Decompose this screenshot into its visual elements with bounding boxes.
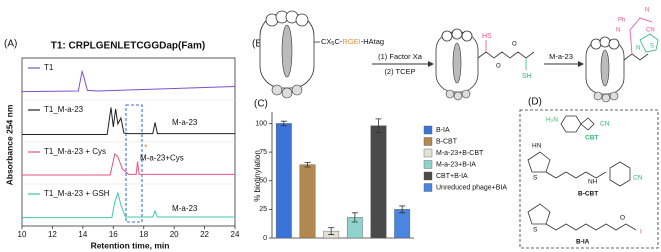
legend-swatch — [423, 148, 433, 158]
y-tick-label: 100 — [255, 120, 267, 127]
x-tick-label: 20 — [170, 230, 179, 239]
y-axis-label: % biotinylation — [253, 150, 262, 202]
trace — [22, 153, 235, 176]
bar — [370, 125, 387, 239]
step-label: (1) Factor Xa — [378, 52, 423, 61]
atom-label: S — [650, 44, 654, 50]
error-bar — [328, 227, 335, 235]
atom-label: HS — [482, 33, 492, 40]
legend-label: Unreduced phage+BIA — [436, 184, 507, 191]
atom-label: CN — [633, 175, 643, 182]
error-bar — [280, 120, 287, 127]
panel-label: (A) — [4, 39, 17, 50]
trace — [22, 107, 235, 135]
x-tick-label: 22 — [200, 230, 209, 239]
linker-part: 5 — [331, 41, 334, 47]
panel-label: (D) — [528, 97, 542, 108]
x-tick-label: 14 — [78, 230, 87, 239]
atom-label: N — [616, 28, 620, 34]
legend-swatch — [423, 183, 433, 192]
y-tick-label: 25 — [259, 206, 267, 213]
atom-label: CN — [646, 28, 655, 34]
error-bar — [351, 212, 358, 223]
panel-label: (C) — [254, 99, 268, 110]
panel-d: (D) H₂N CN CBT CN HN NH S B-CBT S O I B-… — [519, 97, 659, 249]
peak-annotation: M-a-23 — [172, 118, 198, 127]
bar — [275, 123, 292, 239]
linker-part: -HAtag — [361, 37, 384, 46]
linker-part: RGEI — [342, 37, 360, 46]
trace — [21, 69, 236, 93]
step-label: (2) TCEP — [384, 67, 415, 76]
linker-part: CX — [321, 37, 331, 46]
star-marker: * — [144, 142, 148, 152]
legend-label: CBT+B-IA — [436, 173, 468, 180]
bar — [394, 209, 411, 239]
bar — [299, 164, 316, 239]
x-tick-label: 10 — [18, 230, 27, 239]
legend-label: M-a-23+B-CBT — [436, 150, 484, 157]
compound-label: B-CBT — [578, 191, 598, 198]
atom-label: N — [645, 8, 649, 14]
phage — [259, 10, 320, 99]
error-bar — [375, 118, 382, 134]
atom-label: O — [496, 64, 501, 70]
panel-b: (B) CX5C-RGEI-HAtag (1) Factor Xa (2) TC… — [252, 8, 659, 103]
atom-label: O — [620, 215, 625, 222]
error-bar — [399, 205, 406, 214]
legend-swatch — [423, 171, 433, 181]
phage — [435, 28, 479, 101]
legend-label: T1_M-a-23 + GSH — [44, 189, 110, 198]
linker-part: C- — [334, 37, 342, 46]
x-tick-label: 24 — [231, 230, 240, 239]
atom-label: S — [533, 175, 538, 182]
x-tick-label: 16 — [109, 230, 118, 239]
legend-label: B-IA — [436, 127, 450, 134]
trace — [22, 191, 235, 219]
chart-title: T1: CRPLGENLETCGGDap(Fam) — [51, 41, 205, 52]
atom-label: CN — [600, 121, 610, 128]
y-tick-label: 50 — [259, 178, 267, 185]
peak-annotation: M-a-23 — [172, 204, 198, 213]
compound-label: CBT — [585, 135, 598, 142]
legend-label: T1_M-a-23 — [44, 105, 84, 114]
x-tick-label: 18 — [139, 230, 148, 239]
phage — [585, 36, 625, 103]
panel-label: (B) — [252, 39, 265, 50]
atom-label: O — [512, 42, 517, 48]
legend-label: T1 — [44, 63, 54, 72]
y-tick-label: 0 — [263, 235, 267, 242]
reagent-label: M-a-23 — [549, 52, 573, 61]
peak-annotation: M-a-23+Cys — [140, 154, 184, 163]
linker-label: CX5C-RGEI-HAtag — [321, 37, 384, 47]
legend-label: B-CBT — [436, 138, 458, 145]
legend-label: M-a-23+B-IA — [436, 161, 476, 168]
atom-label: N — [636, 46, 640, 52]
legend-swatch — [423, 125, 433, 135]
error-bar — [304, 162, 311, 168]
highlight-box — [125, 104, 143, 223]
atom-label: NH — [588, 179, 598, 186]
x-axis-label: Retention time, min — [91, 240, 170, 250]
y-tick-label: 75 — [259, 149, 267, 156]
atom-label: I — [640, 229, 642, 236]
legend-swatch — [423, 137, 433, 146]
atom-label: HN — [532, 143, 542, 150]
legend-label: T1_M-a-23 + Cys — [44, 147, 106, 156]
x-tick-label: 12 — [48, 230, 57, 239]
atom-label: H₂N — [546, 117, 558, 124]
legend-swatch — [423, 160, 433, 169]
compound-label: B-IA — [576, 239, 590, 246]
y-axis-label: Absorbance 254 nm — [4, 104, 14, 185]
atom-label: Ph — [618, 18, 625, 24]
atom-label: SH — [522, 73, 532, 80]
atom-label: S — [533, 227, 538, 234]
